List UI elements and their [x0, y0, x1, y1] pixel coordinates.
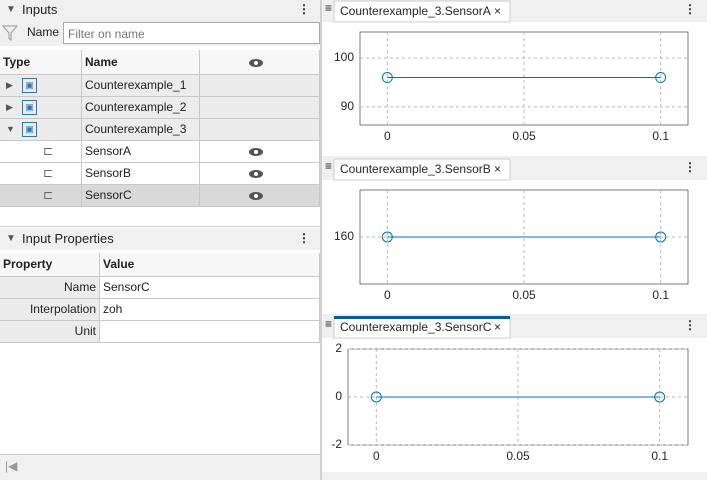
marker[interactable]: [655, 72, 667, 84]
close-button[interactable]: ×: [494, 320, 501, 334]
x-tick-label: 0.05: [506, 449, 530, 463]
tab[interactable]: [333, 158, 511, 181]
placeholder: Filter on name: [68, 27, 145, 41]
x-tick-label: 0: [373, 449, 380, 463]
axes: [359, 31, 689, 126]
grip: ≡: [325, 1, 332, 15]
menu[interactable]: ⋮: [684, 160, 696, 174]
props-title: Input Properties: [22, 231, 114, 246]
collapse-arrow[interactable]: ▼: [6, 4, 16, 15]
property-value[interactable]: zoh: [100, 299, 320, 321]
inputs-title: Inputs: [22, 2, 58, 17]
filter-input[interactable]: Filter on name: [63, 22, 320, 44]
bottom-bar: |◀: [0, 454, 320, 480]
x-tick-label: 0.1: [651, 449, 668, 463]
filter-label: Name: [27, 25, 60, 39]
inputs-table: Type Name ▶ ▣ Counterexample_1 ▶ ▣ Counterexamp…: [0, 50, 320, 210]
y-tick-label: -2: [331, 437, 342, 451]
property-value[interactable]: [100, 321, 320, 343]
eye-icon[interactable]: [248, 58, 264, 68]
y-tick-label: 160: [334, 229, 354, 243]
marker[interactable]: [655, 231, 667, 243]
grip: ≡: [325, 159, 332, 173]
x-tick-label: 0: [384, 288, 391, 302]
marker[interactable]: [381, 72, 393, 84]
tab-title: Counterexample_3.SensorB: [340, 162, 491, 176]
y-tick-label: 0: [335, 389, 342, 403]
x-tick-label: 0.05: [512, 288, 536, 302]
tab[interactable]: [333, 0, 511, 23]
col-header: Property: [0, 253, 100, 277]
property-value[interactable]: SensorC: [100, 277, 320, 299]
type-cell: ▼ ▣: [0, 119, 82, 141]
type-cell: ⊏: [0, 141, 82, 163]
marker[interactable]: [381, 231, 393, 243]
menu[interactable]: ⋮: [684, 2, 696, 16]
tab-title: Counterexample_3.SensorC: [340, 320, 492, 334]
y-tick-label: 2: [335, 341, 342, 355]
eye-icon[interactable]: [248, 147, 264, 157]
type-cell: ▶ ▣: [0, 75, 82, 97]
close-button[interactable]: ×: [494, 162, 501, 176]
name-cell[interactable]: Counterexample_2: [82, 97, 200, 119]
collapse-button[interactable]: |◀: [5, 459, 18, 473]
eye-icon[interactable]: [248, 169, 264, 179]
x-tick-label: 0.05: [512, 129, 536, 143]
name-cell[interactable]: SensorA: [82, 141, 200, 163]
left-panel: Inputs ▼ ⋮ Name Filter on name Type Name ▶…: [0, 0, 320, 480]
col-header: Name: [82, 50, 200, 75]
type-cell: ⊏: [0, 163, 82, 185]
props-table: Property Value Name SensorC Interpolation zoh…: [0, 253, 320, 353]
x-tick-label: 0.1: [652, 288, 669, 302]
eye-cell: [200, 119, 320, 141]
active-tab-bar: [334, 316, 510, 319]
col-header: Type: [0, 50, 82, 75]
name-cell[interactable]: Counterexample_3: [82, 119, 200, 141]
collapse-arrow[interactable]: ▼: [6, 233, 16, 244]
menu[interactable]: ⋮: [298, 2, 310, 16]
marker[interactable]: [654, 391, 666, 403]
props-header[interactable]: Input Properties: [0, 228, 320, 250]
splitter[interactable]: [320, 0, 322, 480]
property-name: Unit: [0, 321, 100, 343]
filter-icon: [2, 25, 18, 42]
y-tick-label: 90: [341, 99, 355, 113]
eye-icon[interactable]: [248, 191, 264, 201]
menu[interactable]: ⋮: [298, 231, 310, 245]
y-tick-label: 100: [334, 50, 354, 64]
type-cell: ⊏: [0, 185, 82, 207]
name-cell[interactable]: Counterexample_1: [82, 75, 200, 97]
tab-title: Counterexample_3.SensorA: [340, 4, 491, 18]
close-button[interactable]: ×: [494, 4, 501, 18]
name-cell[interactable]: SensorC: [82, 185, 200, 207]
menu[interactable]: ⋮: [684, 318, 696, 332]
grip: ≡: [325, 317, 332, 331]
marker[interactable]: [370, 391, 382, 403]
x-tick-label: 0.1: [652, 129, 669, 143]
eye-cell: [200, 97, 320, 119]
divider: [0, 226, 320, 227]
filter-row: Name Filter on name: [0, 20, 320, 46]
type-cell: ▶ ▣: [0, 97, 82, 119]
x-tick-label: 0: [384, 129, 391, 143]
name-cell[interactable]: SensorB: [82, 163, 200, 185]
property-name: Interpolation: [0, 299, 100, 321]
property-name: Name: [0, 277, 100, 299]
inputs-header[interactable]: Inputs: [0, 0, 320, 20]
eye-cell: [200, 75, 320, 97]
col-header: Value: [100, 253, 320, 277]
